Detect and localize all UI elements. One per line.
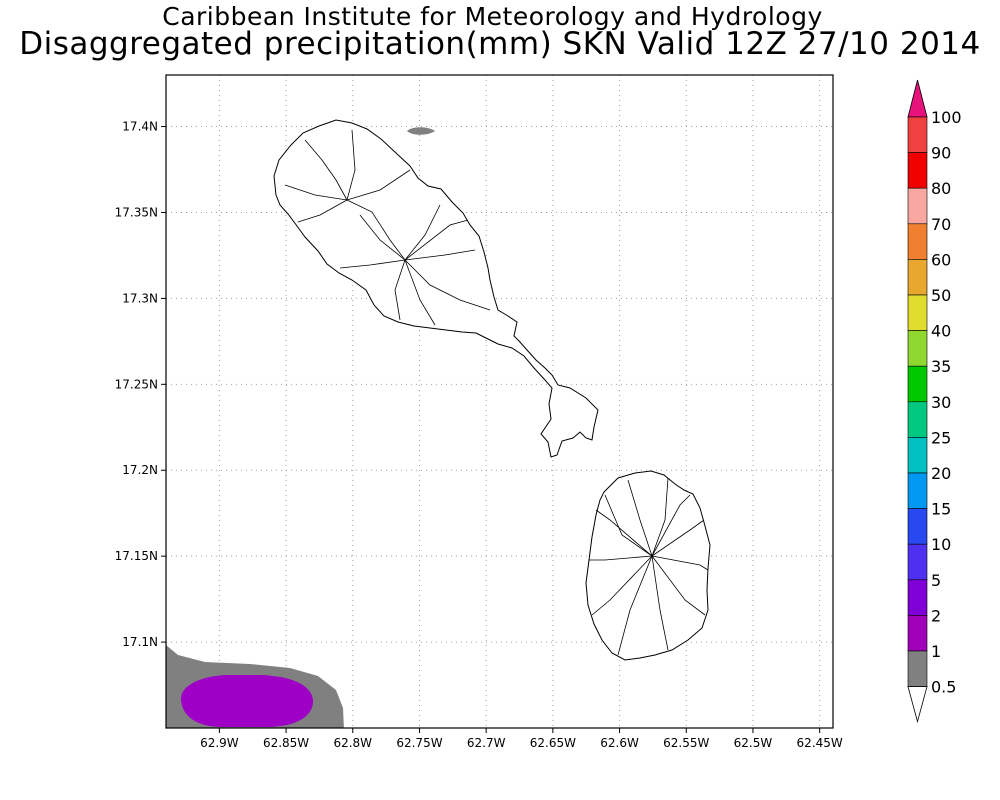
colorbar-top-arrow — [907, 79, 928, 118]
colorbar-swatch — [907, 223, 928, 260]
colorbar-swatch — [907, 116, 928, 153]
precip-area-purple — [180, 675, 314, 727]
x-tick-label: 62.8W — [333, 736, 372, 750]
title-line-2: Disaggregated precipitation(mm) SKN Vali… — [19, 26, 981, 62]
colorbar-swatch — [907, 472, 928, 509]
nevis-drainage — [589, 477, 709, 656]
colorbar-swatch — [907, 259, 928, 296]
grid-lines — [166, 75, 833, 728]
colorbar-label: 70 — [931, 215, 951, 234]
st-kitts-drainage — [284, 129, 491, 326]
colorbar-swatch — [907, 437, 928, 474]
colorbar-swatch — [907, 294, 928, 331]
colorbar-swatch — [907, 401, 928, 438]
colorbar-label: 80 — [931, 179, 951, 198]
colorbar-label: 90 — [931, 144, 951, 163]
colorbar-label: 40 — [931, 322, 951, 341]
x-tick-label: 62.45W — [797, 736, 843, 750]
title-line-1: Caribbean Institute for Meteorology and … — [162, 2, 823, 31]
y-tick-label: 17.15N — [115, 549, 158, 563]
colorbar-label: 2 — [931, 606, 941, 625]
colorbar-label: 15 — [931, 500, 951, 519]
colorbar-swatch — [907, 579, 928, 616]
x-tick-label: 62.7W — [467, 736, 506, 750]
colorbar-swatch — [907, 650, 928, 687]
x-axis-ticks: 62.9W 62.85W 62.8W 62.75W 62.7W 62.65W 62.6W 62… — [200, 728, 843, 750]
colorbar-label: 20 — [931, 464, 951, 483]
colorbar-label: 100 — [931, 108, 962, 127]
colorbar-swatch — [907, 330, 928, 367]
colorbar-label: 5 — [931, 571, 941, 590]
colorbar-swatch — [907, 365, 928, 403]
colorbar-swatch — [907, 615, 928, 652]
y-tick-label: 17.3N — [122, 291, 158, 305]
precip-shading — [166, 645, 344, 728]
colorbar-swatch — [907, 508, 928, 545]
colorbar-label: 1 — [931, 642, 941, 661]
x-tick-label: 62.75W — [396, 736, 442, 750]
colorbar-label: 50 — [931, 286, 951, 305]
colorbar-label: 35 — [931, 357, 951, 376]
x-tick-label: 62.85W — [263, 736, 309, 750]
colorbar-swatch — [907, 187, 928, 225]
x-tick-label: 62.55W — [663, 736, 709, 750]
y-tick-label: 17.25N — [115, 377, 158, 391]
map-panel: 62.9W 62.85W 62.8W 62.75W 62.7W 62.65W 62.6W 62… — [115, 74, 843, 750]
y-axis-ticks: 17.4N 17.35N 17.3N 17.25N 17.2N 17.15N 17.1N — [115, 120, 166, 649]
colorbar-swatch — [907, 543, 928, 581]
y-tick-label: 17.4N — [122, 120, 158, 134]
colorbar-label: 25 — [931, 428, 951, 447]
precip-area-small-gray — [407, 127, 435, 135]
y-tick-label: 17.35N — [115, 205, 158, 219]
y-tick-label: 17.1N — [122, 635, 158, 649]
map-frame — [165, 74, 834, 729]
map-background — [166, 75, 833, 728]
colorbar-legend: 100 90 80 70 60 50 40 35 30 25 20 15 10 5 2 1 0.5 — [907, 79, 962, 724]
colorbar-swatch — [907, 152, 928, 189]
colorbar-label: 0.5 — [931, 678, 956, 697]
x-tick-label: 62.9W — [200, 736, 239, 750]
colorbar-label: 30 — [931, 393, 951, 412]
x-tick-label: 62.65W — [530, 736, 576, 750]
colorbar-label: 60 — [931, 250, 951, 269]
colorbar-label: 10 — [931, 535, 951, 554]
y-tick-label: 17.2N — [122, 463, 158, 477]
x-tick-label: 62.5W — [734, 736, 773, 750]
colorbar-bottom-arrow — [907, 686, 928, 724]
x-tick-label: 62.6W — [600, 736, 639, 750]
